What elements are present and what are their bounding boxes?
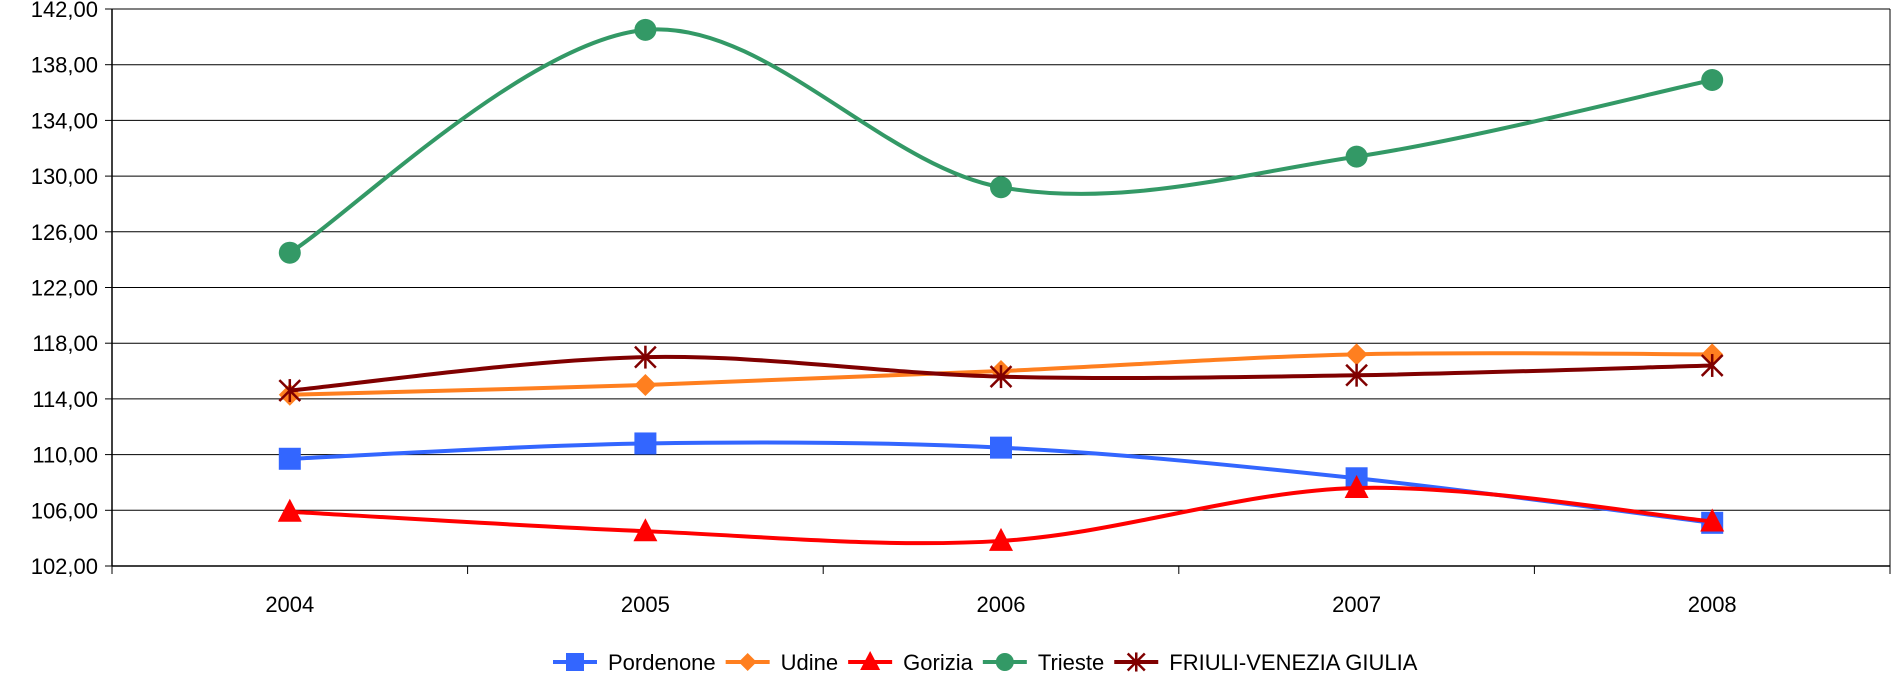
diamond-marker [1345,343,1368,366]
series-trieste [278,18,1724,264]
y-tick-label: 138,00 [31,53,98,78]
square-marker [566,653,584,671]
y-tick-label: 102,00 [31,554,98,579]
legend-label: Udine [781,650,838,675]
triangle-marker [277,498,302,522]
x-tick-label: 2007 [1332,592,1381,617]
x-tick-label: 2005 [621,592,670,617]
legend-label: FRIULI-VENEZIA GIULIA [1169,650,1417,675]
legend-item: Pordenone [553,650,716,675]
series-friuli-venezia-giulia [278,345,1724,402]
circle-marker [995,653,1014,671]
square-marker [278,447,301,470]
legend-label: Trieste [1038,650,1104,675]
legend-item: FRIULI-VENEZIA GIULIA [1114,650,1418,675]
legend-item: Trieste [982,650,1104,675]
star-marker [634,345,657,369]
x-tick-label: 2006 [977,592,1026,617]
triangle-marker [633,518,658,542]
x-tick-label: 2004 [265,592,314,617]
legend-label: Gorizia [903,650,973,675]
series-pordenone [278,432,1724,534]
star-marker [278,379,302,402]
triangle-marker [1344,475,1369,499]
triangle-marker [1700,508,1725,532]
star-marker [1126,652,1146,672]
star-marker [1345,363,1368,387]
y-tick-label: 110,00 [32,443,98,468]
star-marker [989,365,1013,389]
y-tick-label: 114,00 [32,387,98,412]
y-tick-label: 134,00 [31,108,98,133]
diamond-marker [738,653,757,671]
y-tick-label: 122,00 [31,276,98,301]
triangle-marker [989,527,1013,551]
circle-marker [634,18,657,41]
y-tick-label: 106,00 [31,498,98,523]
square-marker [990,436,1012,459]
series-gorizia [277,475,1725,551]
diamond-marker [634,373,657,396]
y-tick-label: 142,00 [31,0,98,22]
y-tick-label: 126,00 [31,220,98,245]
triangle-marker [860,651,881,670]
y-tick-label: 130,00 [31,164,98,189]
axes: 102,00 106,00 110,00 114,00 118,00 122,00 126,… [31,0,1891,617]
legend: Pordenone Udine Gorizia Trieste FRIULI-VENEZ… [553,650,1418,675]
square-marker [634,432,657,455]
circle-marker [278,241,301,264]
circle-marker [990,176,1012,199]
series-line [288,27,1713,255]
gridlines [112,8,1890,511]
x-tick-label: 2008 [1688,592,1737,617]
series [277,18,1725,551]
circle-marker [1701,69,1724,92]
legend-item: Udine [725,650,838,675]
legend-item: Gorizia [848,650,974,675]
star-marker [1700,354,1724,377]
legend-label: Pordenone [608,650,716,675]
circle-marker [1345,145,1368,168]
y-tick-label: 118,00 [32,331,98,356]
